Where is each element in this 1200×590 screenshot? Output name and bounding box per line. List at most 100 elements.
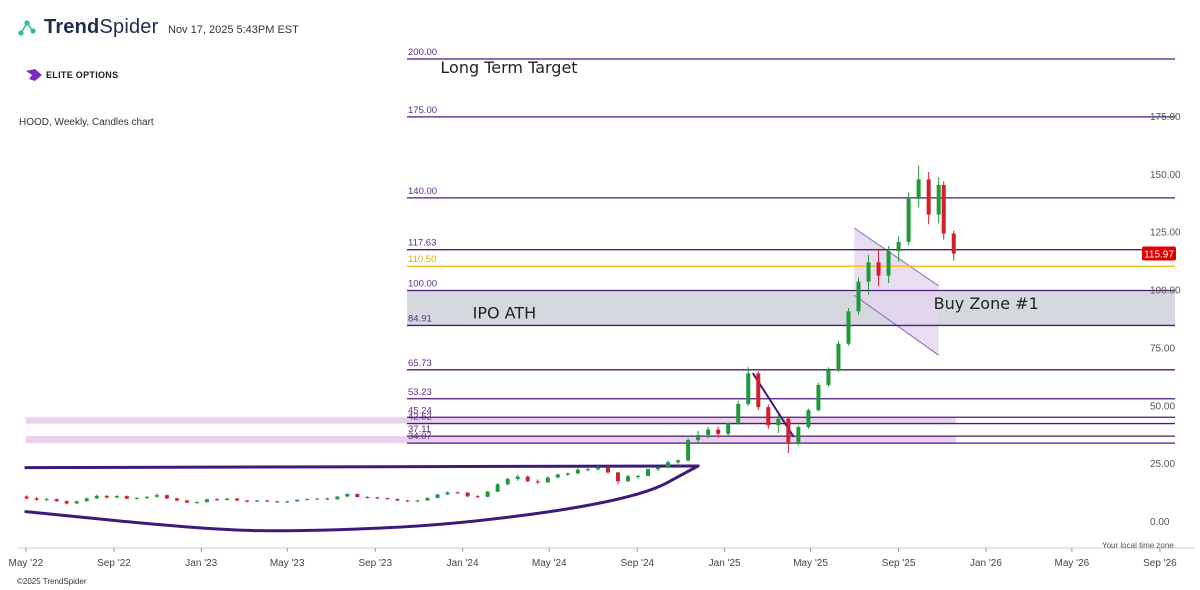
candle-body-65[interactable]	[676, 460, 681, 463]
candle-body-56[interactable]	[585, 469, 590, 471]
candle-body-67[interactable]	[696, 434, 701, 441]
candle-body-89[interactable]	[916, 179, 921, 199]
candle-body-19[interactable]	[215, 499, 220, 501]
candle-body-2[interactable]	[44, 499, 49, 501]
candle-body-12[interactable]	[144, 496, 149, 498]
candle-body-8[interactable]	[104, 495, 109, 498]
candle-body-40[interactable]	[425, 497, 430, 501]
candle-body-43[interactable]	[455, 492, 460, 494]
candle-body-75[interactable]	[776, 418, 781, 426]
candle-body-34[interactable]	[365, 496, 370, 498]
candle-body-46[interactable]	[485, 491, 490, 497]
candle-body-13[interactable]	[154, 495, 159, 497]
candle-body-55[interactable]	[575, 469, 580, 474]
candle-body-10[interactable]	[124, 496, 129, 499]
candle-body-36[interactable]	[385, 498, 390, 500]
candle-body-37[interactable]	[395, 499, 400, 501]
candle-body-6[interactable]	[84, 498, 89, 502]
candle-body-35[interactable]	[375, 497, 380, 499]
candle-body-60[interactable]	[625, 476, 630, 482]
candle-body-17[interactable]	[194, 502, 199, 504]
candle-body-24[interactable]	[265, 500, 270, 502]
candle-body-39[interactable]	[415, 500, 420, 502]
candle-body-15[interactable]	[174, 498, 179, 501]
candle-body-4[interactable]	[64, 501, 69, 504]
candle-body-62[interactable]	[646, 469, 651, 476]
candle-body-80[interactable]	[826, 370, 831, 385]
candle-body-22[interactable]	[245, 500, 250, 502]
candle-body-76[interactable]	[786, 418, 791, 444]
candle-body-3[interactable]	[54, 499, 59, 502]
candle-body-79[interactable]	[816, 384, 821, 411]
candle-body-83[interactable]	[856, 281, 861, 312]
candle-body-51[interactable]	[535, 481, 540, 483]
candle-body-25[interactable]	[275, 501, 280, 503]
candle-body-5[interactable]	[74, 501, 79, 504]
candle-body-66[interactable]	[686, 440, 691, 461]
candle-body-71[interactable]	[736, 403, 741, 424]
candle-body-47[interactable]	[495, 484, 500, 492]
candle-body-7[interactable]	[94, 495, 99, 499]
candle-body-58[interactable]	[605, 467, 610, 473]
candle-body-32[interactable]	[345, 493, 350, 497]
candle-body-11[interactable]	[134, 497, 139, 499]
candle-body-23[interactable]	[255, 500, 260, 502]
candle-body-57[interactable]	[595, 467, 600, 470]
candle-body-21[interactable]	[235, 498, 240, 501]
candle-body-16[interactable]	[184, 500, 189, 503]
candle-body-41[interactable]	[435, 494, 440, 498]
candle-body-54[interactable]	[565, 473, 570, 475]
candle-body-28[interactable]	[305, 499, 310, 501]
candle-body-68[interactable]	[706, 429, 711, 435]
candle-body-1[interactable]	[34, 498, 39, 500]
candle-body-78[interactable]	[806, 410, 811, 428]
x-tick-label: Sep '23	[358, 558, 392, 569]
candle-body-72[interactable]	[746, 373, 751, 404]
candle-body-49[interactable]	[515, 476, 520, 479]
candle-body-93[interactable]	[951, 233, 956, 254]
candle-body-64[interactable]	[666, 462, 671, 468]
candle-body-85[interactable]	[876, 262, 881, 276]
candle-body-63[interactable]	[656, 467, 661, 470]
candle-body-92[interactable]	[941, 184, 946, 234]
candle-body-74[interactable]	[766, 407, 771, 426]
candle-body-38[interactable]	[405, 500, 410, 502]
candle-body-42[interactable]	[445, 492, 450, 495]
candle-body-59[interactable]	[615, 472, 620, 482]
candle-body-82[interactable]	[846, 311, 851, 344]
candle-body-20[interactable]	[225, 498, 230, 501]
candle-body-90[interactable]	[926, 179, 931, 215]
candle-body-9[interactable]	[114, 496, 119, 498]
candle-body-27[interactable]	[295, 499, 300, 502]
candle-body-91[interactable]	[936, 184, 941, 215]
candle-body-69[interactable]	[716, 429, 721, 434]
candle-body-18[interactable]	[205, 499, 210, 503]
candles-layer[interactable]	[24, 165, 956, 505]
candle-body-88[interactable]	[906, 198, 911, 242]
candle-body-50[interactable]	[525, 476, 530, 482]
candle-body-14[interactable]	[164, 495, 169, 499]
candle-body-45[interactable]	[475, 496, 480, 498]
level-label-37.11: 37.11	[408, 424, 431, 435]
candle-body-73[interactable]	[756, 373, 761, 408]
candle-body-52[interactable]	[545, 477, 550, 483]
candle-body-29[interactable]	[315, 498, 320, 500]
candle-body-61[interactable]	[636, 475, 641, 477]
candle-body-0[interactable]	[24, 496, 29, 499]
candle-body-81[interactable]	[836, 343, 841, 371]
candle-body-48[interactable]	[505, 478, 510, 485]
candle-body-77[interactable]	[796, 427, 801, 444]
candle-body-53[interactable]	[555, 474, 560, 478]
candle-body-86[interactable]	[886, 251, 891, 276]
candle-body-44[interactable]	[465, 492, 470, 497]
candle-body-30[interactable]	[325, 498, 330, 500]
y-tick-label: 75.00	[1150, 343, 1175, 354]
candle-body-33[interactable]	[355, 493, 360, 497]
channel-upper-line	[853, 227, 939, 287]
candle-body-70[interactable]	[726, 423, 731, 434]
candle-body-31[interactable]	[335, 496, 340, 500]
candle-body-84[interactable]	[866, 262, 871, 282]
candle-body-26[interactable]	[285, 501, 290, 503]
candle-body-87[interactable]	[896, 241, 901, 252]
